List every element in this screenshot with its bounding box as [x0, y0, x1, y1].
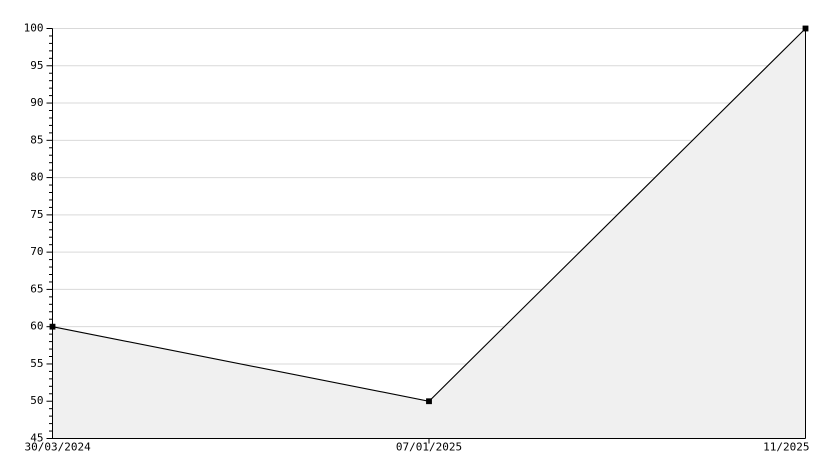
- x-axis-labels-group: 30/03/2024 07/01/2025 11/2025: [25, 441, 810, 454]
- y-axis-tick-label: 75: [30, 208, 43, 221]
- y-axis-tick-label: 50: [30, 394, 43, 407]
- data-point-marker[interactable]: [49, 323, 56, 330]
- y-axis-tick-label: 60: [30, 320, 43, 333]
- data-point-marker[interactable]: [802, 25, 809, 32]
- area-fill-group: [52, 28, 806, 439]
- x-axis-tick-label: 07/01/2025: [396, 441, 462, 454]
- x-axis-tick-label: 11/2025: [763, 441, 809, 454]
- y-axis-tick-label: 100: [24, 22, 44, 35]
- y-axis-tick-label: 55: [30, 357, 43, 370]
- y-axis-tick-label: 65: [30, 282, 43, 295]
- y-axis-tick-label: 85: [30, 133, 43, 146]
- x-axis-tick-label: 30/03/2024: [25, 441, 92, 454]
- y-axis-tick-label: 90: [30, 96, 43, 109]
- y-axis-labels-group: 100 95 90 85 80 75 70 65 60 55 50 45: [24, 22, 44, 445]
- area-fill: [52, 28, 806, 439]
- data-markers-group: [49, 25, 809, 405]
- y-axis-tick-label: 45: [30, 432, 43, 445]
- y-axis-ticks-group: [46, 28, 53, 439]
- y-axis-tick-label: 70: [30, 245, 43, 258]
- y-axis-tick-label: 95: [30, 59, 43, 72]
- data-point-marker[interactable]: [426, 398, 432, 405]
- y-axis-tick-label: 80: [30, 171, 43, 184]
